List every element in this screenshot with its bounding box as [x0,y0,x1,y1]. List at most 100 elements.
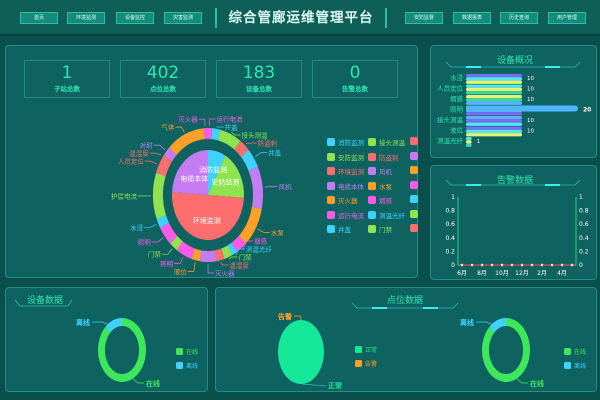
bar [466,84,522,88]
bar [466,126,522,130]
bar-value: 10 [527,118,534,124]
x-tick-label: 12月 [515,270,529,277]
donut-segment [98,318,146,383]
label-line [255,152,268,157]
inner-label: 消防监测 [199,165,227,174]
inner-label: 环境监测 [193,216,221,225]
pie-label: 正常 [328,381,342,390]
legend-item[interactable] [410,180,418,189]
legend-label: 接头测温 [379,139,405,147]
legend-item[interactable]: 井盖 [327,224,351,234]
data-point [540,263,544,267]
outer-label: 烟感 [254,237,268,246]
category-label: 水浸 [450,73,464,82]
legend-swatch [368,181,376,190]
legend-swatch [410,151,418,160]
nav-history[interactable]: 历史查询 [500,12,538,24]
legend-item[interactable]: 防盗刺 [368,152,399,162]
legend-item[interactable]: 接头测温 [368,137,405,147]
outer-label: 运行电流 [217,115,244,124]
bar [466,119,522,123]
legend-item[interactable]: 门禁 [368,224,392,234]
outer-ring-segment [211,128,221,141]
bar [466,143,472,147]
legend-swatch [368,196,376,204]
device-data-title: 设备数据 [26,296,63,306]
nav-reports[interactable]: 数据报表 [453,12,491,24]
legend-label: 测温光纤 [379,211,405,220]
legend-item[interactable]: 安防监测 [327,152,364,162]
stat-devices: 183 设备总数 [216,60,302,98]
outer-label: 照明 [138,239,152,247]
bar-value: 10 [527,87,534,93]
label-line [257,228,270,233]
data-point [470,263,474,267]
outer-label: 门禁 [239,253,253,262]
legend-item[interactable]: 消防监测 [327,137,364,147]
bar [466,87,522,92]
point-data-title: 点位数据 [386,296,423,306]
stat-label: 点位总数 [150,85,176,93]
page-title: 综合管廊运维管理平台 [215,8,387,28]
label-line [209,118,216,127]
outer-label: 水浸 [130,223,144,232]
data-point [550,263,554,267]
outer-ring-segment [199,250,217,262]
legend-item[interactable]: 水泵 [368,181,392,191]
stat-label: 告警总数 [342,85,368,93]
outer-label: 井盖 [268,148,282,157]
nav-device[interactable]: 设备监控 [116,12,154,24]
label-line [264,186,278,188]
legend-item[interactable]: 风机 [368,166,392,176]
legend-item[interactable]: 环境监测 [327,166,364,176]
label-line [92,321,115,328]
legend-swatch [564,348,571,355]
legend-label: 离线 [574,362,586,370]
label-line [153,144,166,151]
nav-users[interactable]: 用户管理 [548,12,586,24]
bar-value: 10 [527,97,534,103]
label-line [131,377,144,384]
legend-item[interactable]: 运行电流 [327,210,364,220]
legend-swatch [368,138,376,146]
category-label: 照明 [450,106,464,114]
legend-label: 风机 [379,168,392,176]
y-tick-label: 1 [579,194,583,201]
outer-ring-segment [153,172,166,219]
legend-item[interactable] [410,151,418,160]
legend-item[interactable]: 测温光纤 [368,210,405,220]
nav-environment[interactable]: 环境监测 [67,12,105,24]
legend-label: 水泵 [379,182,392,191]
legend-item[interactable] [410,209,418,218]
legend-label: 环境监测 [338,168,364,176]
stat-label: 子站总数 [54,85,80,93]
y-tick-label: 0.6 [445,221,455,228]
legend-item[interactable] [410,224,418,232]
legend-item[interactable]: 电缆本体 [327,181,364,191]
legend-label: 在线 [186,348,198,356]
label-line [198,118,206,127]
outer-label: 接头测温 [241,131,268,140]
legend-item[interactable]: 烟感 [368,195,392,205]
legend-item[interactable] [410,137,418,145]
title-underline [14,299,73,307]
nav-home[interactable]: 首页 [20,12,58,24]
outer-label: 测温光纤 [246,245,272,254]
legend-label: 门禁 [379,226,392,234]
outer-ring-segment [214,248,225,262]
legend-item[interactable] [410,195,418,203]
y-tick-label: 1 [451,194,455,201]
bar [466,137,472,141]
legend-label: 井盖 [338,226,351,234]
legend-item[interactable]: 灭火器 [327,195,358,205]
nav-disaster[interactable]: 灾害监测 [164,12,202,24]
bar-value: 10 [527,129,534,135]
legend-item[interactable] [410,166,418,174]
y-tick-label: 0.4 [445,235,455,242]
nav-security[interactable]: 安防监督 [405,12,443,24]
bar [466,122,522,126]
point-data-panel [215,287,597,392]
data-point [460,263,464,267]
label-line [151,237,164,243]
